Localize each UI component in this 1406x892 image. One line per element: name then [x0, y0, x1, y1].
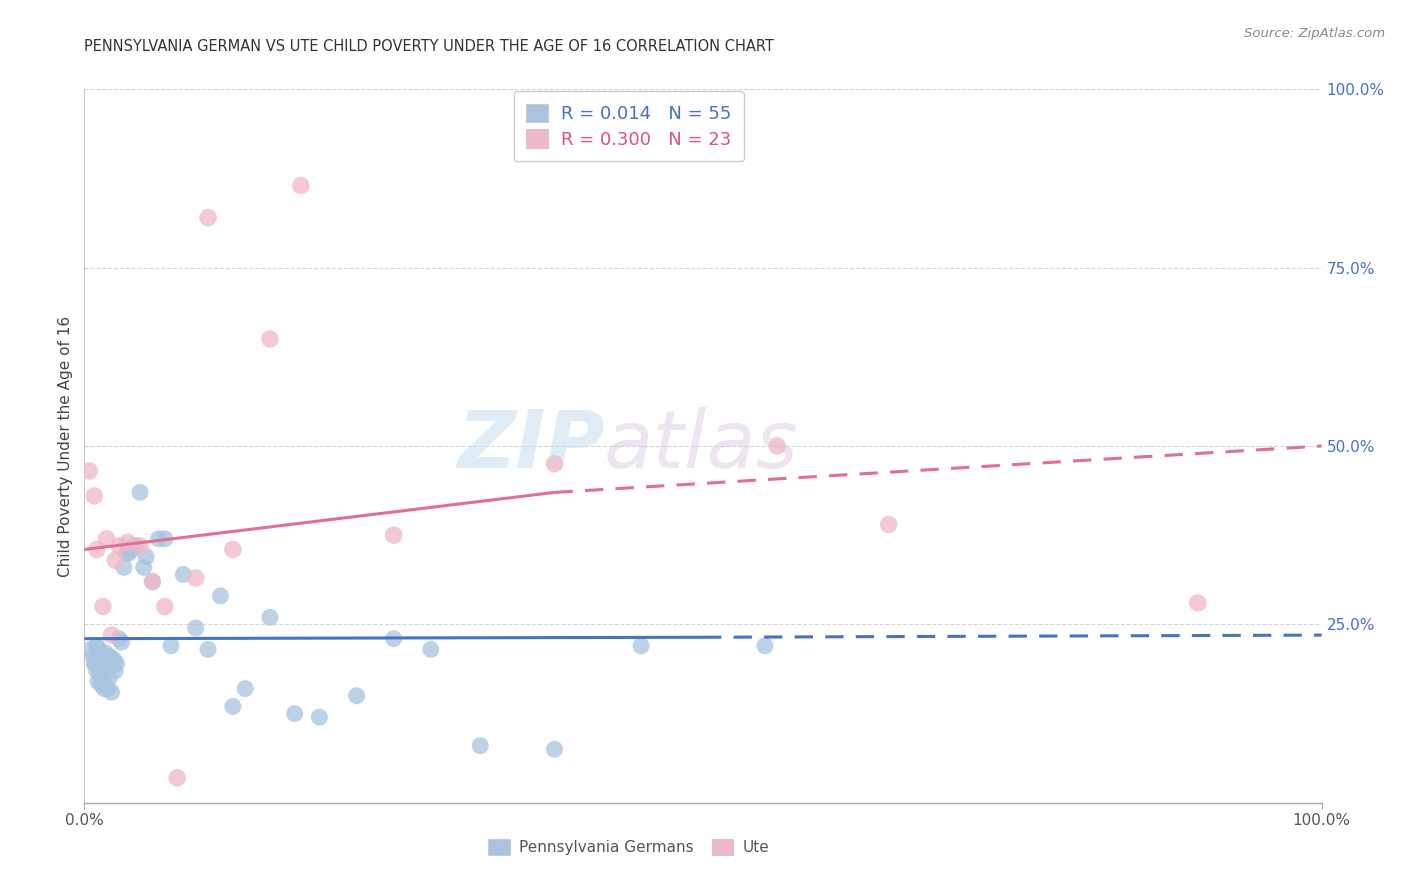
Point	[184, 621, 207, 635]
Point	[105, 657, 128, 671]
Point	[104, 553, 127, 567]
Point	[153, 532, 176, 546]
Point	[222, 699, 245, 714]
Point	[148, 532, 170, 546]
Point	[118, 546, 141, 560]
Point	[96, 532, 118, 546]
Point	[86, 664, 108, 678]
Point	[79, 642, 101, 657]
Point	[172, 567, 194, 582]
Point	[83, 489, 105, 503]
Point	[110, 635, 132, 649]
Point	[419, 642, 441, 657]
Text: PENNSYLVANIA GERMAN VS UTE CHILD POVERTY UNDER THE AGE OF 16 CORRELATION CHART: PENNSYLVANIA GERMAN VS UTE CHILD POVERTY…	[84, 38, 775, 54]
Point	[115, 546, 138, 560]
Point	[79, 464, 101, 478]
Point	[135, 549, 157, 564]
Point	[346, 689, 368, 703]
Point	[132, 560, 155, 574]
Point	[184, 571, 207, 585]
Point	[290, 178, 312, 193]
Point	[382, 632, 405, 646]
Point	[87, 674, 110, 689]
Point	[197, 211, 219, 225]
Point	[877, 517, 900, 532]
Point	[284, 706, 307, 721]
Point	[766, 439, 789, 453]
Point	[84, 657, 107, 671]
Point	[83, 657, 105, 671]
Point	[108, 539, 131, 553]
Y-axis label: Child Poverty Under the Age of 16: Child Poverty Under the Age of 16	[58, 316, 73, 576]
Point	[543, 457, 565, 471]
Point	[93, 681, 115, 696]
Point	[259, 610, 281, 624]
Point	[141, 574, 163, 589]
Point	[153, 599, 176, 614]
Point	[209, 589, 232, 603]
Point	[96, 649, 118, 664]
Point	[91, 599, 114, 614]
Point	[90, 678, 112, 692]
Point	[103, 653, 125, 667]
Point	[98, 649, 121, 664]
Point	[122, 539, 145, 553]
Point	[166, 771, 188, 785]
Point	[120, 542, 142, 557]
Point	[82, 649, 104, 664]
Point	[91, 671, 114, 685]
Point	[98, 671, 121, 685]
Point	[101, 657, 124, 671]
Legend: Pennsylvania Germans, Ute: Pennsylvania Germans, Ute	[481, 831, 776, 863]
Point	[222, 542, 245, 557]
Point	[382, 528, 405, 542]
Point	[543, 742, 565, 756]
Point	[89, 667, 111, 681]
Point	[91, 657, 114, 671]
Text: atlas: atlas	[605, 407, 799, 485]
Text: Source: ZipAtlas.com: Source: ZipAtlas.com	[1244, 27, 1385, 40]
Point	[125, 539, 148, 553]
Text: ZIP: ZIP	[457, 407, 605, 485]
Point	[100, 685, 122, 699]
Point	[89, 642, 111, 657]
Point	[97, 681, 120, 696]
Point	[754, 639, 776, 653]
Point	[233, 681, 256, 696]
Point	[129, 539, 152, 553]
Point	[104, 664, 127, 678]
Point	[470, 739, 492, 753]
Point	[89, 653, 111, 667]
Point	[86, 542, 108, 557]
Point	[94, 646, 117, 660]
Point	[160, 639, 183, 653]
Point	[1187, 596, 1209, 610]
Point	[197, 642, 219, 657]
Point	[117, 535, 139, 549]
Point	[129, 485, 152, 500]
Point	[108, 632, 131, 646]
Point	[259, 332, 281, 346]
Point	[86, 639, 108, 653]
Point	[100, 628, 122, 642]
Point	[112, 560, 135, 574]
Point	[630, 639, 652, 653]
Point	[141, 574, 163, 589]
Point	[308, 710, 330, 724]
